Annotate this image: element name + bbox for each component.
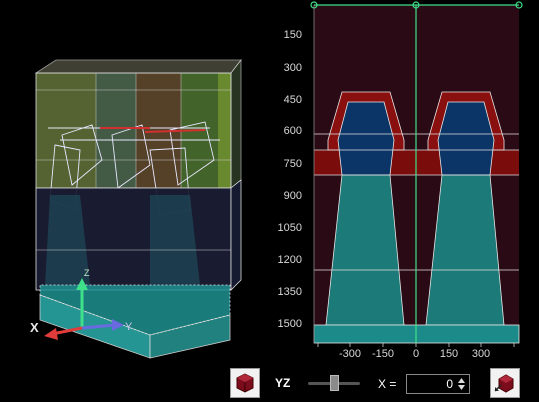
upper-layer-block — [34, 58, 242, 189]
cursor-handle-right[interactable] — [515, 1, 523, 9]
slider-thumb[interactable] — [329, 375, 339, 391]
y-tick-label: 750 — [283, 158, 302, 170]
lower-substrate-block — [35, 179, 242, 291]
x-tick-label: 300 — [471, 348, 491, 360]
view-cube-button[interactable] — [230, 368, 260, 398]
axis-triad — [44, 278, 124, 340]
axis-x-label: X — [30, 320, 39, 335]
left-navy-core — [337, 101, 395, 176]
axis-z-label: Z — [84, 268, 90, 278]
cursor-handle-center[interactable] — [412, 1, 420, 9]
red-traces — [100, 127, 206, 133]
teal-base-slab — [39, 284, 231, 359]
y-tick-label: 1350 — [277, 286, 302, 298]
axis-y-label: Y — [125, 321, 133, 333]
slice-slider[interactable] — [306, 372, 362, 394]
cross-section-view[interactable] — [262, 0, 539, 365]
3d-viewport[interactable]: X Y Z — [0, 0, 262, 360]
right-navy-core — [437, 101, 495, 176]
x-coordinate-value: 0 — [446, 377, 453, 391]
view-cube-export-icon — [494, 374, 514, 393]
x-tick-label: 150 — [439, 348, 459, 360]
plane-label: YZ — [275, 376, 291, 390]
y-tick-label: 1200 — [277, 254, 302, 266]
y-tick-label: 450 — [283, 94, 302, 106]
export-view-button[interactable] — [490, 368, 520, 398]
x-tick-label: -300 — [338, 348, 362, 360]
y-tick-label: 1500 — [277, 318, 302, 330]
y-tick-label: 900 — [283, 190, 302, 202]
x-coordinate-input[interactable]: 0 — [406, 374, 470, 394]
y-tick-label: 150 — [283, 29, 302, 41]
x-tick-label: 0 — [412, 348, 420, 360]
y-tick-label: 1050 — [277, 222, 302, 234]
y-tick-label: 600 — [283, 125, 302, 137]
x-tick-label: -150 — [371, 348, 395, 360]
bottom-toolbar: YZ X = 0 — [0, 365, 539, 402]
x-axis-ticks — [317, 343, 515, 347]
y-tick-label: 300 — [283, 62, 302, 74]
x-coordinate-label: X = — [378, 377, 397, 391]
spinner-arrows-icon[interactable] — [457, 377, 466, 391]
view-cube-icon — [236, 373, 254, 393]
